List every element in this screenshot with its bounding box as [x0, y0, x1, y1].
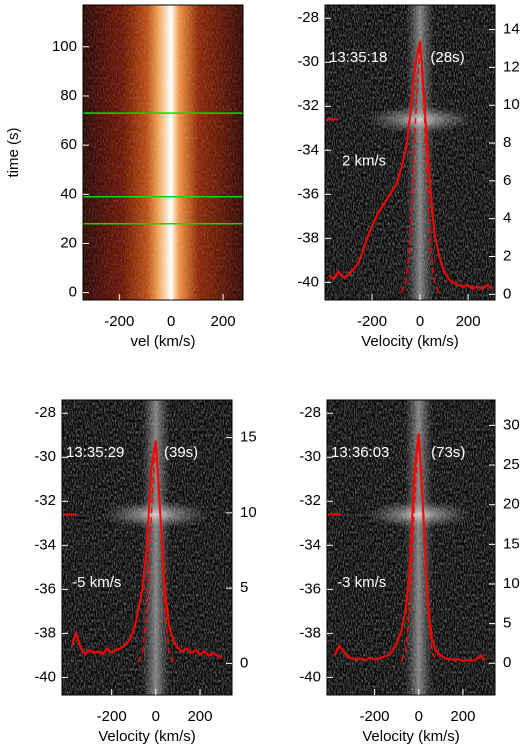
y-tick-label: -30 [34, 448, 56, 465]
y2-tick-label: 0 [503, 285, 511, 302]
profile-line [400, 40, 440, 293]
y2-tick-label: 12 [503, 58, 520, 75]
y-tick-label: 40 [60, 185, 77, 202]
y-tick-label: -40 [297, 273, 319, 290]
plot-area [83, 5, 243, 300]
y-tick-label: -38 [299, 624, 321, 641]
y2-tick-label: 5 [503, 615, 511, 632]
y-tick-label: -32 [297, 97, 319, 114]
y-tick-label: -40 [299, 668, 321, 685]
y-tick-label: -32 [34, 492, 56, 509]
y-tick-label: 0 [69, 284, 77, 301]
y2-tick-label: 5 [240, 579, 248, 596]
y-tick-label: -38 [297, 229, 319, 246]
x-tick-label: -200 [104, 313, 134, 330]
y2-tick-label: 6 [503, 172, 511, 189]
x-tick-label: 0 [415, 708, 423, 725]
y-tick-label: -32 [299, 492, 321, 509]
emission-glow [365, 105, 475, 134]
x-tick-label: -200 [360, 708, 390, 725]
annotation: (73s) [431, 444, 465, 461]
annotation: 13:36:03 [331, 444, 389, 461]
profile-line [137, 440, 175, 663]
emission-glow [364, 500, 473, 529]
y2-tick-label: 10 [503, 96, 520, 113]
y-tick-label: -34 [34, 536, 56, 553]
y-tick-label: -38 [34, 624, 56, 641]
annotation: (28s) [430, 49, 464, 66]
annotation: -3 km/s [337, 574, 386, 591]
y-tick-label: -36 [297, 185, 319, 202]
y2-tick-label: 8 [503, 134, 511, 151]
x-tick-label: 0 [167, 313, 175, 330]
y-tick-label: 60 [60, 136, 77, 153]
x-tick-label: 200 [187, 708, 212, 725]
y-tick-label: -28 [34, 404, 56, 421]
plot-frame [324, 4, 496, 301]
plot-frame [326, 399, 496, 696]
x-tick-label: 200 [211, 313, 236, 330]
y-tick-label: -30 [299, 448, 321, 465]
y-tick-label: -30 [297, 53, 319, 70]
y-tick-label: -36 [299, 580, 321, 597]
y2-tick-label: 0 [503, 654, 511, 671]
y2-tick-label: 10 [240, 504, 257, 521]
x-axis-label: Velocity (km/s) [362, 728, 460, 745]
profile-line [328, 40, 493, 290]
x-tick-label: -200 [97, 708, 127, 725]
y2-tick-label: 15 [503, 535, 520, 552]
plot-area [325, 5, 495, 300]
annotation: -5 km/s [72, 574, 121, 591]
y-tick-label: -34 [299, 536, 321, 553]
annotation: (39s) [164, 444, 198, 461]
y2-tick-label: 15 [240, 429, 257, 446]
plot-frame [82, 4, 244, 301]
y-tick-label: -34 [297, 141, 319, 158]
emission-glow [101, 500, 211, 529]
y2-tick-label: 30 [503, 416, 520, 433]
x-axis-label: vel (km/s) [131, 333, 196, 350]
y2-tick-label: 0 [240, 654, 248, 671]
y-tick-label: -28 [299, 404, 321, 421]
annotation: 13:35:18 [329, 49, 387, 66]
x-tick-label: 0 [152, 708, 160, 725]
annotation: 13:35:29 [66, 444, 124, 461]
x-axis-label: Velocity (km/s) [98, 728, 196, 745]
plot-frame [61, 399, 233, 696]
x-tick-label: 200 [450, 708, 475, 725]
y2-tick-label: 25 [503, 456, 520, 473]
y-tick-label: 20 [60, 234, 77, 251]
y-axis-label: time (s) [5, 128, 22, 178]
plot-area [327, 400, 495, 695]
y-tick-label: 100 [52, 38, 77, 55]
y2-tick-label: 2 [503, 247, 511, 264]
x-axis-label: Velocity (km/s) [361, 333, 459, 350]
y2-tick-label: 10 [503, 575, 520, 592]
y2-tick-label: 14 [503, 21, 520, 38]
plot-area [62, 400, 232, 695]
y2-tick-label: 20 [503, 496, 520, 513]
profile-line [400, 433, 438, 663]
x-tick-label: 0 [416, 313, 424, 330]
annotation: 2 km/s [342, 152, 386, 169]
y-tick-label: 80 [60, 87, 77, 104]
y-tick-label: -36 [34, 580, 56, 597]
x-tick-label: 200 [456, 313, 481, 330]
heatmap-texture [83, 5, 243, 300]
x-tick-label: -200 [357, 313, 387, 330]
y2-tick-label: 4 [503, 210, 511, 227]
y-tick-label: -28 [297, 9, 319, 26]
y-tick-label: -40 [34, 668, 56, 685]
profile-line [333, 433, 486, 662]
profile-line [70, 440, 223, 659]
